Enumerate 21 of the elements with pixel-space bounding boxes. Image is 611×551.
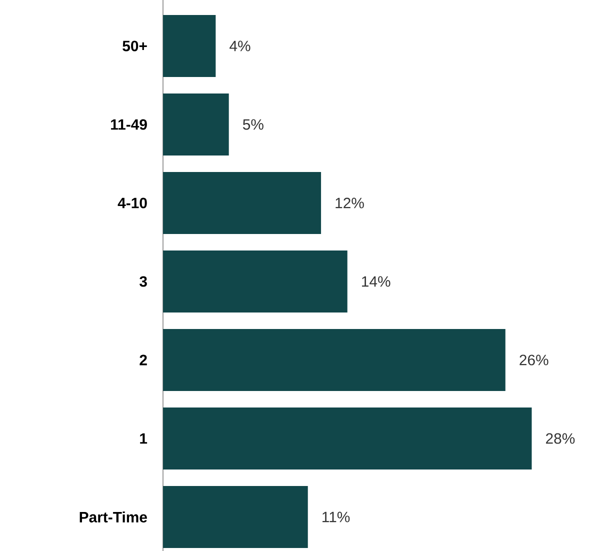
y-tick-label: Part-Time <box>80 512 147 522</box>
y-tick-label: 50+ <box>122 40 147 52</box>
bar <box>163 93 229 156</box>
data-label: 11% <box>322 512 350 522</box>
y-tick-label: 11-49 <box>111 119 147 130</box>
bar <box>163 250 348 312</box>
data-label: 26% <box>520 354 548 366</box>
data-label: 4% <box>230 40 250 52</box>
y-tick-label: 4-10 <box>118 198 147 208</box>
y-tick-label: 3 <box>140 276 147 287</box>
bar <box>163 408 532 470</box>
y-tick-label: 2 <box>140 354 147 366</box>
data-label: 12% <box>336 198 364 208</box>
bar <box>163 14 216 77</box>
bar <box>163 486 308 548</box>
data-label: 5% <box>242 119 264 130</box>
y-tick-label: 1 <box>140 433 148 444</box>
data-label: 14% <box>362 276 390 287</box>
data-label: 28% <box>546 433 575 444</box>
bar <box>163 172 322 234</box>
bar <box>163 329 506 391</box>
